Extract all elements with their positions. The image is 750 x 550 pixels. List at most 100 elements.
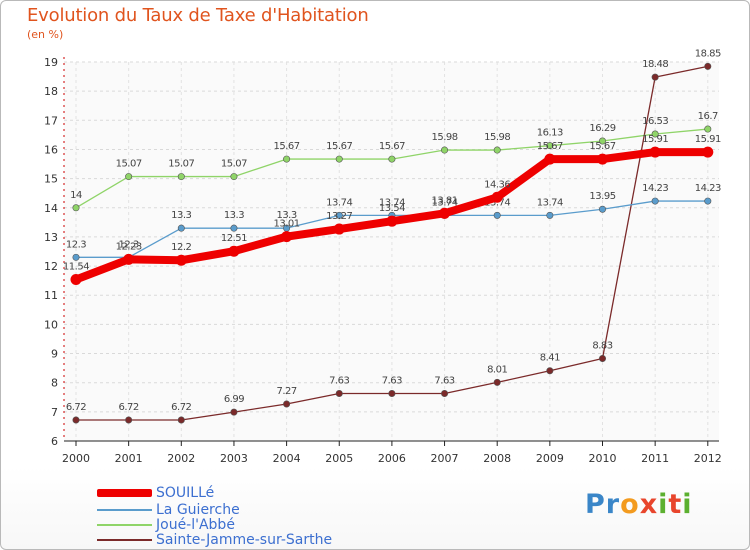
- data-label-la-guierche: 13.74: [326, 197, 352, 208]
- data-point-sainte-jamme-sur-sarthe: [335, 389, 343, 397]
- data-label-souill: 15.67: [537, 141, 563, 152]
- data-label-la-guierche: 13.3: [224, 210, 244, 221]
- data-point-souill: [333, 223, 345, 235]
- y-tick-label: 19: [44, 56, 58, 69]
- logo-letter: o: [620, 489, 640, 520]
- data-label-jou-l-abb: 15.67: [379, 141, 405, 152]
- data-point-souill: [702, 146, 714, 158]
- data-label-la-guierche: 14.23: [695, 183, 721, 194]
- data-point-jou-l-abb: [704, 125, 712, 133]
- x-tick-label: 2009: [536, 452, 564, 465]
- data-point-jou-l-abb: [335, 155, 343, 163]
- data-point-sainte-jamme-sur-sarthe: [72, 416, 80, 424]
- data-label-souill: 13.01: [274, 219, 300, 230]
- data-label-jou-l-abb: 15.67: [274, 141, 300, 152]
- data-label-souill: 11.54: [63, 261, 89, 272]
- x-tick-label: 2006: [378, 452, 406, 465]
- data-label-la-guierche: 13.74: [379, 197, 405, 208]
- logo-letter: i: [682, 489, 693, 520]
- y-tick-label: 11: [44, 289, 58, 302]
- legend-item-joue-labbe: Joué-l'Abbé: [97, 517, 235, 533]
- data-label-sainte-jamme-sur-sarthe: 18.48: [642, 59, 668, 70]
- data-label-jou-l-abb: 15.98: [431, 132, 457, 143]
- data-label-souill: 13.27: [326, 211, 352, 222]
- data-point-la-guierche: [177, 224, 185, 232]
- data-point-sainte-jamme-sur-sarthe: [283, 400, 291, 408]
- data-point-la-guierche: [230, 224, 238, 232]
- data-label-sainte-jamme-sur-sarthe: 6.99: [224, 394, 244, 405]
- data-label-sainte-jamme-sur-sarthe: 18.85: [695, 48, 721, 59]
- data-point-souill: [597, 153, 608, 165]
- data-point-la-guierche: [493, 211, 501, 219]
- data-label-sainte-jamme-sur-sarthe: 8.01: [487, 364, 507, 375]
- y-tick-label: 14: [44, 202, 58, 215]
- data-point-sainte-jamme-sur-sarthe: [388, 389, 396, 397]
- data-label-sainte-jamme-sur-sarthe: 7.27: [276, 386, 296, 397]
- data-point-la-guierche: [651, 197, 659, 205]
- data-point-la-guierche: [335, 211, 343, 219]
- logo-letter: P: [585, 489, 606, 520]
- data-point-jou-l-abb: [441, 146, 449, 154]
- legend-item-la-guierche: La Guierche: [97, 502, 240, 518]
- x-tick-label: 2011: [641, 452, 669, 465]
- y-tick-label: 13: [44, 231, 58, 244]
- data-label-souill: 12.2: [171, 242, 191, 253]
- legend-label: Joué-l'Abbé: [156, 517, 235, 533]
- legend-swatch: [97, 509, 152, 511]
- legend-label: La Guierche: [156, 502, 240, 518]
- data-point-jou-l-abb: [651, 130, 659, 138]
- data-label-la-guierche: 12.3: [119, 239, 139, 250]
- data-point-souill: [123, 253, 135, 265]
- logo-letter: x: [639, 489, 659, 520]
- data-point-jou-l-abb: [493, 146, 501, 154]
- data-label-la-guierche: 14.23: [642, 183, 668, 194]
- data-label-jou-l-abb: 16.29: [589, 123, 615, 134]
- data-point-jou-l-abb: [546, 142, 554, 150]
- data-point-jou-l-abb: [283, 155, 291, 163]
- data-label-la-guierche: 13.74: [537, 197, 563, 208]
- y-unit-label: (en %): [27, 28, 64, 41]
- data-label-sainte-jamme-sur-sarthe: 7.63: [382, 375, 402, 386]
- data-point-sainte-jamme-sur-sarthe: [177, 416, 185, 424]
- data-label-jou-l-abb: 16.13: [537, 128, 563, 139]
- y-tick-label: 9: [51, 348, 58, 361]
- data-label-souill: 13.54: [379, 203, 405, 214]
- data-label-sainte-jamme-sur-sarthe: 6.72: [171, 402, 191, 413]
- data-label-sainte-jamme-sur-sarthe: 7.63: [434, 375, 454, 386]
- x-tick-label: 2004: [273, 452, 301, 465]
- legend-swatch: [97, 539, 152, 541]
- x-tick-label: 2010: [589, 452, 617, 465]
- logo-letter: r: [605, 489, 621, 520]
- data-point-souill: [649, 146, 661, 158]
- data-label-jou-l-abb: 15.07: [221, 159, 247, 170]
- x-tick-label: 2005: [325, 452, 353, 465]
- x-tick-label: 2008: [483, 452, 511, 465]
- legend-swatch: [97, 489, 152, 497]
- y-tick-label: 8: [51, 377, 58, 390]
- data-point-jou-l-abb: [388, 155, 396, 163]
- data-point-souill: [439, 207, 451, 219]
- x-tick-label: 2001: [115, 452, 143, 465]
- data-point-la-guierche: [72, 253, 80, 261]
- data-label-la-guierche: 12.3: [66, 239, 86, 250]
- data-point-souill: [228, 245, 240, 257]
- data-point-jou-l-abb: [230, 173, 238, 181]
- data-point-la-guierche: [598, 205, 606, 213]
- data-point-souill: [175, 254, 187, 266]
- data-label-souill: 15.91: [642, 134, 668, 145]
- x-tick-label: 2012: [694, 452, 722, 465]
- legend-item-sainte-jamme: Sainte-Jamme-sur-Sarthe: [97, 532, 332, 548]
- plot-area: [64, 62, 719, 441]
- legend-label: Sainte-Jamme-sur-Sarthe: [156, 532, 333, 548]
- x-tick-label: 2003: [220, 452, 248, 465]
- legend-swatch: [97, 524, 152, 526]
- data-label-sainte-jamme-sur-sarthe: 6.72: [66, 402, 86, 413]
- data-label-souill: 12.51: [221, 233, 247, 244]
- data-point-la-guierche: [704, 197, 712, 205]
- y-tick-label: 12: [44, 260, 58, 273]
- logo-letter: i: [658, 489, 669, 520]
- data-point-sainte-jamme-sur-sarthe: [493, 378, 501, 386]
- data-point-souill: [544, 153, 556, 165]
